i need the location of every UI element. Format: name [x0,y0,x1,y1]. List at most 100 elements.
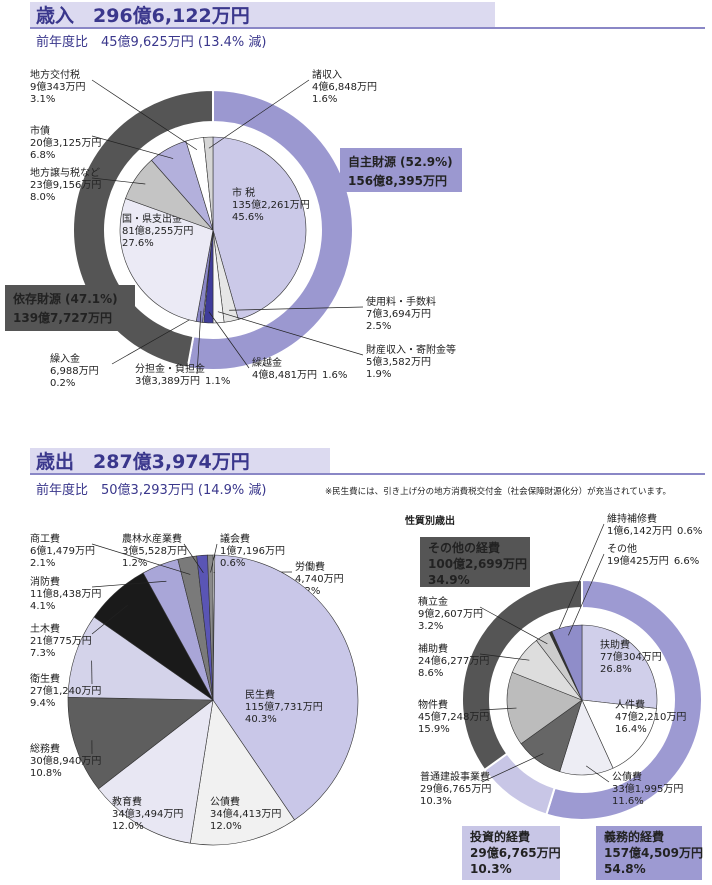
note: ※民生費には、引き上げ分の地方消費税交付金（社会保障財源化分）が充当されています… [325,486,671,497]
slice [207,554,214,701]
slice-label: 衛生費 [30,672,60,685]
leader-line [217,311,364,356]
percent: 0.6% [677,526,702,537]
amount: 1億6,142万円 [607,524,672,537]
slice-percent: 45.6% [232,212,264,223]
slice-amount: 77億304万円 [600,650,662,663]
amount: 4億8,481万円 [252,368,317,381]
group-box [340,148,462,192]
slice-amount: 45億7,248万円 [418,710,489,723]
leader-line [91,79,198,151]
leader-line [183,543,204,573]
title-band [30,2,495,28]
slice-amount: 9億2,607万円 [418,607,483,620]
slice-percent: 4.1% [30,601,55,612]
slice-label: 市 税 [232,186,255,199]
slice [67,616,214,701]
slice-percent: 10.3% [420,796,452,807]
leader-line [91,604,128,635]
slice-label: 地方譲与税など [30,166,100,179]
chart-subtitle: 前年度比 45億9,625万円 (13.4% 減) [36,34,266,50]
group-amount: 139億7,727万円 [13,310,112,325]
group-label: 自主財源 (52.9%) [348,154,453,169]
slice-amount: 24億6,277万円 [418,654,489,667]
slice-amount: 135億2,261万円 [232,198,310,211]
slice-amount: 1億6,142万円 0.6% [607,524,702,537]
slice-label: 扶助費 [600,638,630,651]
slice-percent: 2.5% [366,321,391,332]
slice-label: 繰入金 [50,352,80,365]
slice-percent: 2.1% [30,558,55,569]
slice-amount: 27億1,240万円 [30,684,101,697]
slice-amount: 21億775万円 [30,634,92,647]
leader-line [208,311,250,369]
group-box [596,826,702,880]
slice-amount: 4,740万円 [295,574,344,585]
group-name: 依存財源 [13,291,61,306]
slice-label: 諸収入 [312,68,342,81]
slice-label: 物件費 [418,698,448,711]
leader-line [229,306,364,311]
chart-title: 性質別歳出 [404,514,455,527]
slice-percent: 16.4% [615,724,647,735]
slice-percent: 10.8% [30,768,62,779]
slice-label: 補助費 [418,642,448,655]
slice-percent: 1.2% [122,558,147,569]
slice-label: 普通建設事業費 [420,770,490,783]
slice-label: 地方交付税 [30,68,80,81]
percent: 1.1% [205,376,230,387]
percent: 1.6% [322,370,347,381]
slice-label: 公債費 [612,770,642,783]
slice-percent: 27.6% [122,238,154,249]
slice-label: 市債 [30,124,50,137]
group-label: 投資的経費 [470,829,530,844]
slice-amount: 20億3,125万円 [30,136,101,149]
leader-line [111,311,205,365]
slice-amount: 19億425万円 6.6% [607,554,699,567]
slice-amount: 3億3,389万円 1.1% [135,374,230,387]
slice-amount: 6億1,479万円 [30,544,95,557]
slice [581,624,658,709]
slice-label: 人件費 [615,698,645,711]
leader-line [196,310,202,375]
chart-title: 歳入 296億6,122万円 [36,4,250,27]
slice-percent: 7.3% [30,648,55,659]
leader-line [479,707,517,711]
slice-amount: 81億8,255万円 [122,224,193,237]
group-box [420,537,530,587]
slice-amount: 33億1,995万円 [612,782,683,795]
leader-line [479,653,530,661]
leader-line [91,177,146,185]
slice [506,672,583,745]
group-box [5,285,135,331]
slice-label: 教育費 [112,795,142,808]
slice-label: 議会費 [220,532,250,545]
group-box [462,826,560,880]
slice-label: 民生費 [245,688,275,701]
leader-line [553,523,605,641]
leader-line [91,135,174,159]
slice-percent: 1.9% [366,369,391,380]
slice-label: 土木費 [30,622,60,635]
title-band [30,448,330,474]
leader-line [585,765,610,783]
slice-percent: 26.8% [600,664,632,675]
slice-label: 繰越金 [252,356,282,369]
slice-percent: 3.2% [418,621,443,632]
chart-title: 歳出 287億3,974万円 [36,450,250,473]
group-amount: 156億8,395万円 [348,173,447,188]
slice-label: 総務費 [30,742,60,755]
slice-percent: 12.0% [210,821,242,832]
group-amount: 100億2,699万円 [428,556,527,571]
slice-percent: 8.6% [418,668,443,679]
leader-line [479,606,548,645]
slice-label: 維持補修費 [607,512,657,525]
group-percent: 10.3% [470,862,512,876]
group-percent: (52.9%) [400,155,453,169]
slice-label: 労働費 [295,560,325,573]
slice-amount: 3億5,528万円 [122,544,187,557]
group-label: 義務的経費 [604,829,664,844]
slice-percent: 9.4% [30,698,55,709]
leader-line [210,543,218,573]
